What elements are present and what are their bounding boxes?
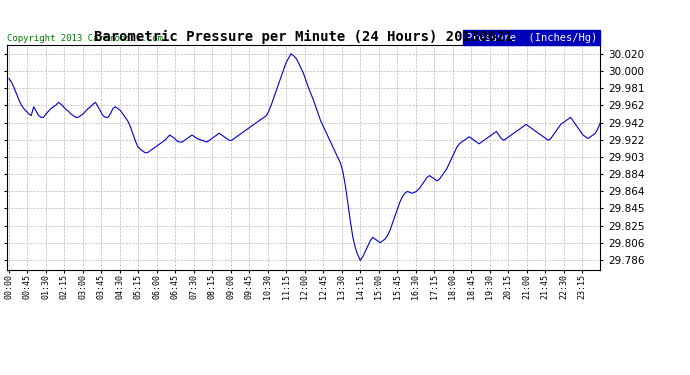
Text: Copyright 2013 Cartronics.com: Copyright 2013 Cartronics.com <box>7 34 163 43</box>
Text: Pressure  (Inches/Hg): Pressure (Inches/Hg) <box>466 33 598 43</box>
Title: Barometric Pressure per Minute (24 Hours) 20130621: Barometric Pressure per Minute (24 Hours… <box>95 30 513 44</box>
